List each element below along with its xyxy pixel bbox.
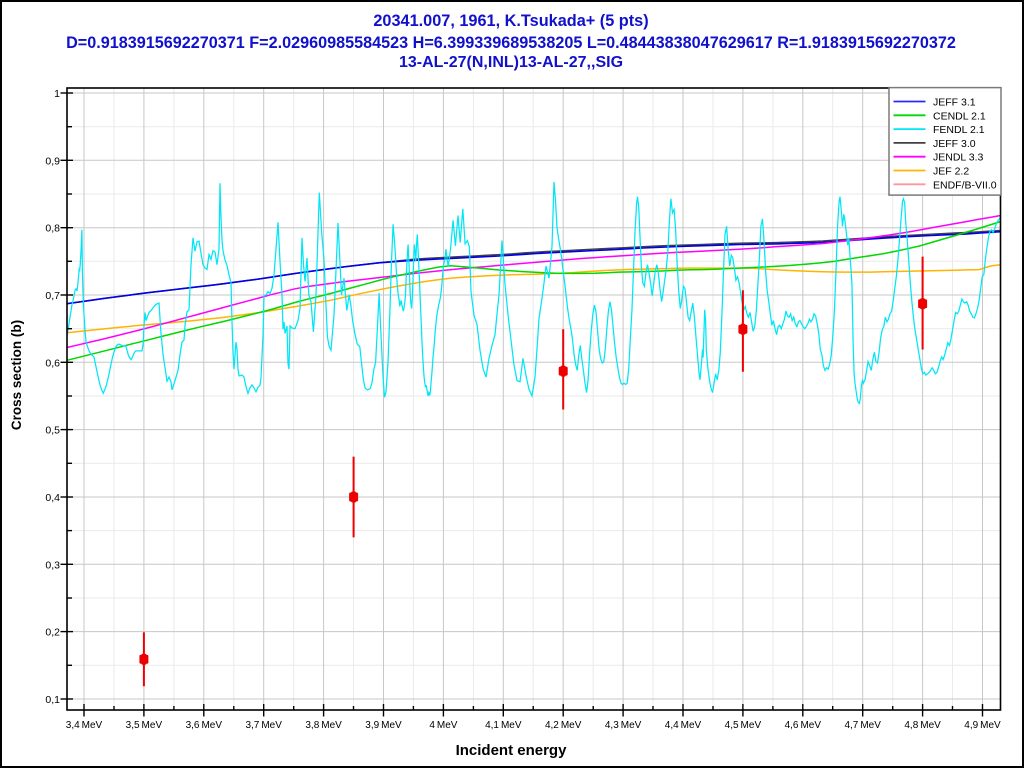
svg-text:3,5 MeV: 3,5 MeV: [126, 720, 163, 731]
svg-text:4 MeV: 4 MeV: [429, 720, 457, 731]
svg-text:3,8 MeV: 3,8 MeV: [305, 720, 342, 731]
svg-text:0,2: 0,2: [45, 627, 60, 639]
svg-text:3,4 MeV: 3,4 MeV: [66, 720, 103, 731]
svg-text:4,3 MeV: 4,3 MeV: [605, 720, 642, 731]
svg-text:0,8: 0,8: [45, 223, 60, 235]
svg-text:3,6 MeV: 3,6 MeV: [186, 720, 223, 731]
svg-text:0,1: 0,1: [45, 694, 60, 706]
svg-text:JENDL 3.3: JENDL 3.3: [933, 152, 984, 164]
svg-text:0,4: 0,4: [45, 492, 60, 504]
svg-text:13-AL-27(N,INL)13-AL-27,,SIG: 13-AL-27(N,INL)13-AL-27,,SIG: [399, 54, 623, 71]
svg-text:0,9: 0,9: [45, 155, 60, 167]
svg-text:4,6 MeV: 4,6 MeV: [785, 720, 822, 731]
svg-text:0,3: 0,3: [45, 559, 60, 571]
svg-text:D=0.9183915692270371 F=2.02960: D=0.9183915692270371 F=2.02960985584523 …: [66, 34, 956, 52]
svg-text:20341.007, 1961, K.Tsukada+ (5: 20341.007, 1961, K.Tsukada+ (5 pts): [373, 12, 648, 30]
svg-text:4,5 MeV: 4,5 MeV: [725, 720, 762, 731]
svg-text:4,2 MeV: 4,2 MeV: [545, 720, 582, 731]
svg-text:JEFF 3.0: JEFF 3.0: [933, 138, 976, 150]
svg-text:JEF 2.2: JEF 2.2: [933, 166, 969, 178]
svg-text:FENDL 2.1: FENDL 2.1: [933, 124, 985, 136]
svg-text:0,5: 0,5: [45, 425, 60, 437]
svg-text:Cross section (b): Cross section (b): [9, 320, 24, 430]
svg-text:4,1 MeV: 4,1 MeV: [485, 720, 522, 731]
svg-text:4,4 MeV: 4,4 MeV: [665, 720, 702, 731]
svg-text:3,9 MeV: 3,9 MeV: [365, 720, 402, 731]
svg-text:CENDL 2.1: CENDL 2.1: [933, 110, 986, 122]
svg-text:1: 1: [54, 88, 60, 100]
svg-text:4,7 MeV: 4,7 MeV: [844, 720, 881, 731]
svg-text:0,7: 0,7: [45, 290, 60, 302]
svg-text:JEFF 3.1: JEFF 3.1: [933, 97, 976, 109]
svg-text:ENDF/B-VII.0: ENDF/B-VII.0: [933, 179, 997, 191]
svg-text:4,9 MeV: 4,9 MeV: [964, 720, 1001, 731]
svg-text:3,7 MeV: 3,7 MeV: [245, 720, 282, 731]
svg-text:0,6: 0,6: [45, 357, 60, 369]
svg-text:4,8 MeV: 4,8 MeV: [904, 720, 941, 731]
svg-text:Incident energy: Incident energy: [456, 742, 568, 759]
